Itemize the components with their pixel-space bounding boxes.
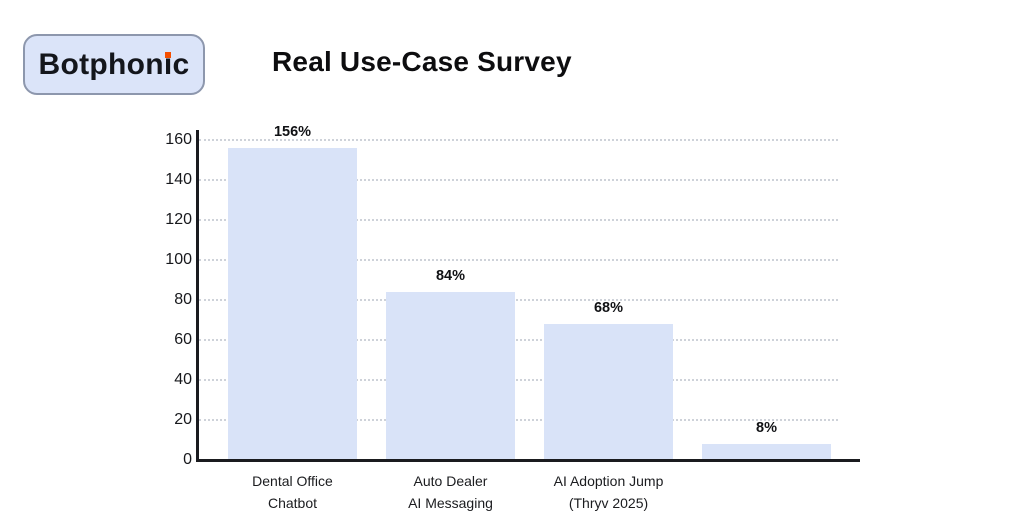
y-tick-label: 60: [174, 331, 192, 348]
chart-title: Real Use-Case Survey: [272, 46, 572, 77]
bar-value-label: 84%: [435, 268, 466, 284]
gridline: [199, 339, 838, 341]
y-tick-label: 120: [165, 211, 192, 228]
y-tick-label: 20: [174, 411, 192, 428]
y-tick-label: 40: [174, 371, 192, 388]
gridline: [199, 299, 838, 301]
x-axis-line: [196, 458, 860, 462]
category-label: Auto Dealer AI Messaging: [408, 473, 493, 511]
y-tick-label: 160: [165, 131, 192, 148]
bar: [544, 324, 673, 459]
y-tick-label: 80: [174, 291, 192, 308]
gridline: [199, 419, 838, 421]
y-tick-label: 100: [165, 251, 192, 268]
brand-letter-i: ı: [163, 47, 173, 81]
gridline: [199, 379, 838, 381]
y-tick-label: 0: [183, 451, 192, 468]
bar-value-label: 8%: [756, 420, 777, 436]
brand-logo-text: Botphonı c: [38, 47, 190, 81]
brand-i-dot-icon: [165, 51, 172, 58]
gridline: [199, 139, 838, 141]
bar: [702, 444, 831, 459]
category-label: Dental Office Chatbot: [252, 473, 333, 511]
bar-value-label: 156%: [273, 124, 312, 140]
y-tick-label: 140: [165, 171, 192, 188]
gridline: [199, 219, 838, 221]
category-label: AI Adoption Jump (Thryv 2025): [553, 473, 664, 511]
brand-text-post: c: [172, 47, 190, 81]
gridline: [199, 259, 838, 261]
bar: [228, 148, 357, 459]
brand-logo: Botphonı c: [23, 34, 205, 95]
y-axis-line: [196, 130, 199, 462]
bar: [386, 292, 515, 459]
bar-value-label: 68%: [593, 300, 624, 316]
brand-text-pre: Botphon: [38, 47, 164, 81]
gridline: [199, 179, 838, 181]
